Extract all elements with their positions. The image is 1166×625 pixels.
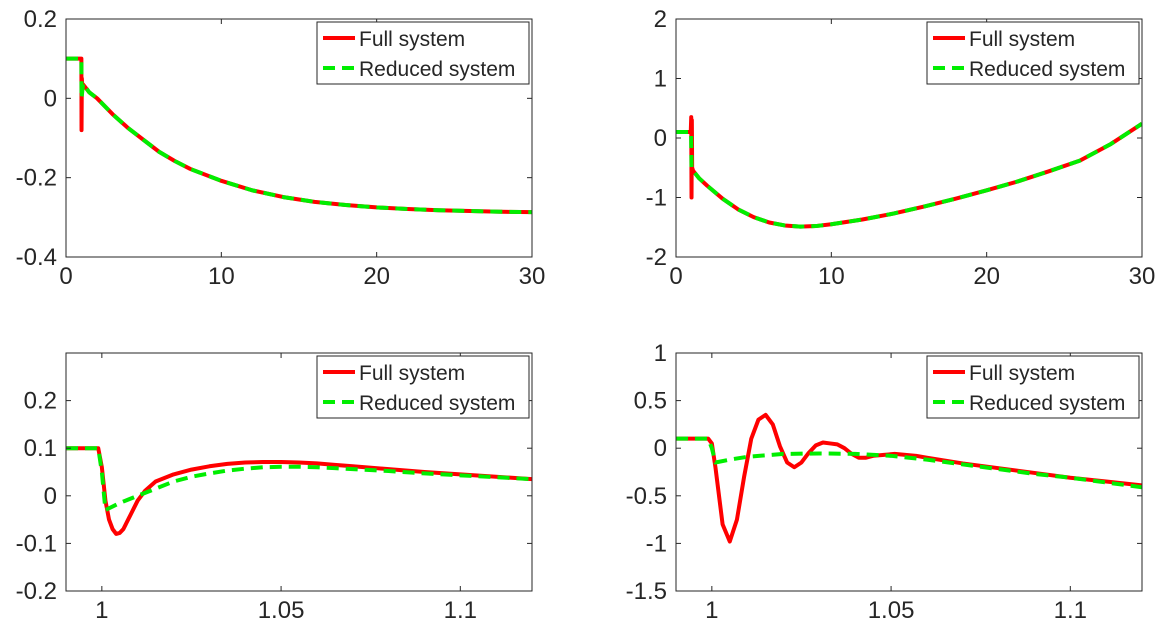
x-tick-label: 0	[669, 263, 682, 290]
x-tick-label: 1.05	[868, 597, 915, 624]
x-tick-label: 30	[519, 263, 546, 290]
y-tick-label: 0	[654, 435, 667, 462]
legend-full-system-label: Full system	[359, 28, 465, 51]
axes-frame	[65, 18, 533, 258]
y-tick-label: 0	[654, 125, 667, 152]
y-tick-label: 0.2	[24, 6, 57, 33]
y-tick-label: 0.1	[24, 435, 57, 462]
x-tick-label: 1	[95, 597, 108, 624]
x-tick-label: 20	[973, 263, 1000, 290]
legend-box	[316, 21, 530, 85]
full-system-line	[66, 446, 532, 536]
x-tick-label: 10	[208, 263, 235, 290]
axes-frame	[675, 352, 1143, 592]
y-tick-label: 0.5	[634, 388, 667, 415]
full-system-line	[676, 412, 1142, 544]
legend-reduced-system-label: Reduced system	[359, 392, 515, 415]
y-tick-label: -1	[646, 185, 667, 212]
y-tick-label: 1	[654, 66, 667, 93]
y-tick-label: -0.1	[16, 530, 57, 557]
x-tick-label: 1.1	[1054, 597, 1087, 624]
plot-top-left: 0 10 20 30 -0.4 -0.2 0 0.2 Full system Reduced sy…	[16, 6, 546, 290]
reduced-system-line	[66, 446, 532, 513]
y-tick-label: -0.2	[16, 578, 57, 605]
x-tick-label: 20	[363, 263, 390, 290]
y-tick-label: -0.4	[16, 244, 57, 271]
plot-bottom-right: 1 1.05 1.1 -1.5 -1 -0.5 0 0.5 1 Full system Reduce…	[626, 340, 1143, 624]
legend-reduced-system-label: Reduced system	[969, 58, 1125, 81]
legend: Full system Reduced system	[926, 355, 1140, 419]
x-tick-label: 1	[705, 597, 718, 624]
y-tick-label: 0	[44, 483, 57, 510]
legend: Full system Reduced system	[316, 355, 530, 419]
legend: Full system Reduced system	[316, 21, 530, 85]
plot-top-right: 0 10 20 30 -2 -1 0 1 2 Full system Reduced system	[646, 6, 1156, 290]
x-tick-label: 1.1	[444, 597, 477, 624]
y-tick-label: -0.2	[16, 165, 57, 192]
series-group	[676, 412, 1142, 544]
legend-box	[926, 355, 1140, 419]
y-tick-label: -1.5	[626, 578, 667, 605]
y-tick-label: 1	[654, 340, 667, 367]
legend-full-system-label: Full system	[969, 362, 1075, 385]
x-tick-label: 30	[1129, 263, 1156, 290]
reduced-system-line	[676, 436, 1142, 490]
series-group	[66, 446, 532, 536]
x-tick-label: 0	[59, 263, 72, 290]
legend-box	[926, 21, 1140, 85]
y-tick-label: -1	[646, 530, 667, 557]
y-tick-label: -0.5	[626, 483, 667, 510]
legend-full-system-label: Full system	[359, 362, 465, 385]
legend-full-system-label: Full system	[969, 28, 1075, 51]
series-group	[676, 115, 1142, 229]
legend: Full system Reduced system	[926, 21, 1140, 85]
legend-reduced-system-label: Reduced system	[359, 58, 515, 81]
legend-reduced-system-label: Reduced system	[969, 392, 1125, 415]
axes-frame	[65, 352, 533, 592]
legend-box	[316, 355, 530, 419]
y-tick-label: 0	[44, 85, 57, 112]
reduced-system-line	[676, 122, 1142, 229]
series-group	[66, 56, 532, 215]
x-tick-label: 1.05	[258, 597, 305, 624]
y-tick-label: 2	[654, 6, 667, 33]
reduced-system-line	[66, 56, 532, 215]
x-tick-label: 10	[818, 263, 845, 290]
y-tick-label: -2	[646, 244, 667, 271]
plot-bottom-left: 1 1.05 1.1 -0.2 -0.1 0 0.1 0.2 Full system Reduce…	[16, 352, 533, 624]
y-tick-label: 0.2	[24, 388, 57, 415]
